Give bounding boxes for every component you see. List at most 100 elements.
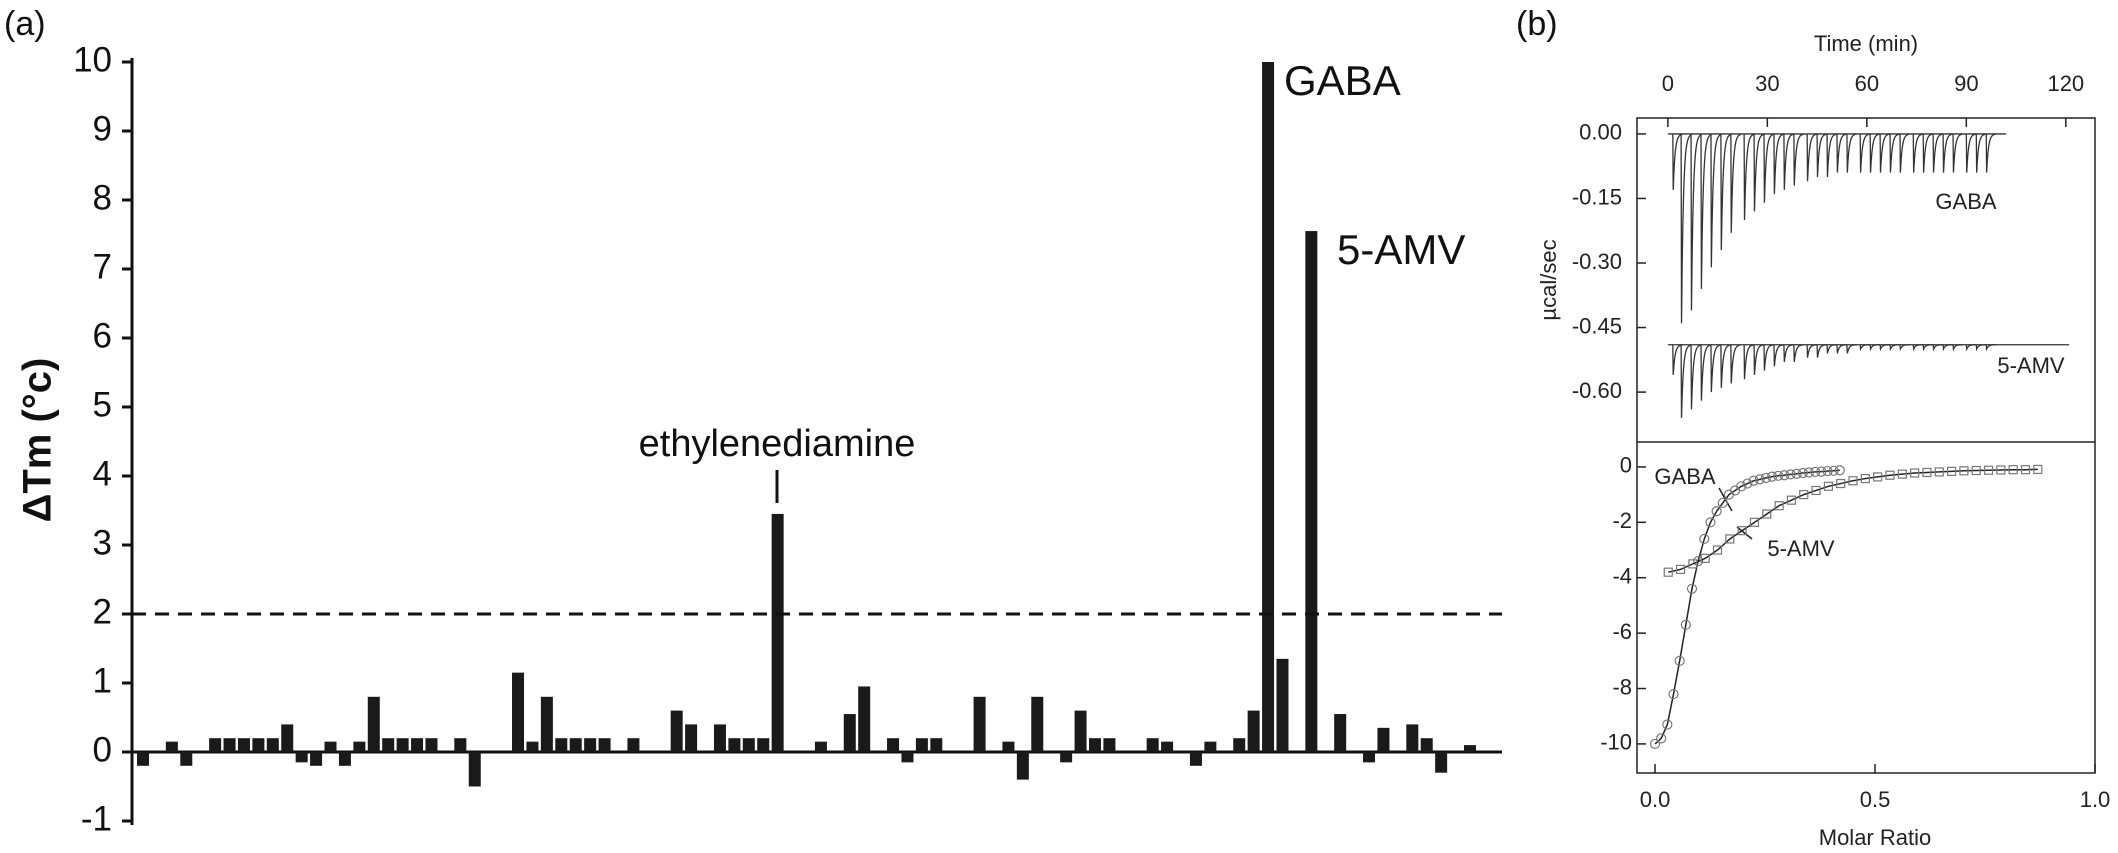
bar [598, 738, 611, 752]
injection-peak [1859, 133, 1870, 173]
bar [526, 741, 539, 752]
marker [1663, 567, 1673, 577]
marker [1822, 465, 1833, 477]
bar [512, 672, 525, 752]
bar [973, 696, 986, 752]
injection-peak [1899, 344, 1910, 352]
bar [338, 752, 351, 766]
bar [165, 741, 178, 752]
injection-peak [1869, 344, 1880, 352]
marker [1803, 467, 1815, 478]
series-label: GABA [1654, 464, 1715, 489]
bar [1016, 752, 1029, 780]
injection-peak [1912, 344, 1923, 352]
y-tick-label: 7 [93, 247, 112, 286]
x-axis-label: Time (min) [1814, 31, 1918, 56]
injection-peak [1985, 133, 1997, 173]
injection-peak [1816, 344, 1827, 358]
marker [1754, 474, 1765, 485]
bar [1146, 738, 1159, 752]
marker [1737, 526, 1747, 536]
injection-peak [1773, 344, 1784, 367]
marker [2020, 465, 2031, 475]
plot-frame [1636, 117, 2096, 774]
injection-peak [1783, 133, 1794, 190]
injection-peak [1932, 344, 1943, 352]
marker [1791, 468, 1802, 479]
injection-peak [1846, 133, 1857, 173]
injection-peak [1975, 344, 1986, 352]
injection-peak [1942, 133, 1953, 173]
bar [180, 752, 193, 766]
bar [670, 710, 683, 752]
injection-peak [1932, 133, 1943, 173]
bar [137, 752, 149, 766]
bar [1031, 696, 1044, 752]
y-tick-label: 9 [93, 109, 112, 148]
marker [1649, 738, 1661, 750]
injection-peak [1816, 133, 1827, 177]
injection-peak [1793, 344, 1804, 363]
bar [1363, 752, 1376, 763]
series-label: 5-AMV [1767, 536, 1835, 561]
bar [1074, 710, 1087, 752]
marker [1675, 564, 1686, 575]
bar [728, 738, 741, 752]
bar [1262, 62, 1275, 752]
bar [901, 752, 914, 763]
series-label: GABA [1935, 189, 1996, 214]
injection-peak [1793, 133, 1804, 186]
y-tick-label: -0.60 [1572, 378, 1622, 403]
bar [209, 738, 222, 752]
marker [1836, 478, 1846, 489]
marker [1656, 733, 1667, 744]
marker [1668, 688, 1679, 700]
marker [1680, 619, 1691, 630]
y-tick-label: 0.00 [1579, 120, 1622, 145]
bar [367, 696, 380, 752]
bar [540, 696, 553, 752]
injection-peak [1846, 344, 1857, 354]
y-tick-label: 0 [1620, 453, 1632, 478]
bar [353, 741, 366, 752]
marker [1848, 476, 1858, 486]
bar [396, 738, 409, 752]
marker [1700, 553, 1710, 563]
bar [887, 738, 900, 752]
marker [1910, 468, 1920, 478]
injection-peak [1952, 133, 1963, 173]
marker [1816, 466, 1827, 477]
bar [1161, 741, 1174, 752]
injection-peak [1743, 133, 1755, 220]
bar [858, 686, 871, 752]
bar [1189, 752, 1202, 766]
marker [1860, 473, 1870, 484]
annotation: 5-AMV [1337, 226, 1465, 273]
injection-peak [1710, 344, 1721, 393]
injection-peak [1889, 133, 1900, 173]
bar [1204, 741, 1217, 752]
injection-peak [1690, 133, 1702, 311]
injection-peak [1965, 344, 1977, 352]
y-tick-label: 0 [93, 730, 112, 769]
injection-peak [1836, 344, 1847, 354]
x-tick-label: 1.0 [2080, 787, 2111, 812]
bar [1334, 714, 1347, 752]
injection-peak [1922, 344, 1933, 352]
marker [2008, 465, 2018, 475]
bar [843, 714, 856, 752]
marker [1736, 481, 1747, 492]
bar [324, 741, 337, 752]
marker [1766, 471, 1778, 482]
bar [627, 738, 640, 752]
injection-peak [1753, 133, 1764, 212]
y-tick-label: -6 [1612, 619, 1632, 644]
panel-label: (b) [1516, 5, 1558, 43]
bar [757, 738, 770, 752]
marker [1946, 466, 1957, 476]
marker [2033, 464, 2043, 475]
injection-peak [1879, 344, 1890, 352]
series-label: 5-AMV [1997, 353, 2065, 378]
bar [1464, 745, 1476, 752]
bar [252, 738, 265, 752]
